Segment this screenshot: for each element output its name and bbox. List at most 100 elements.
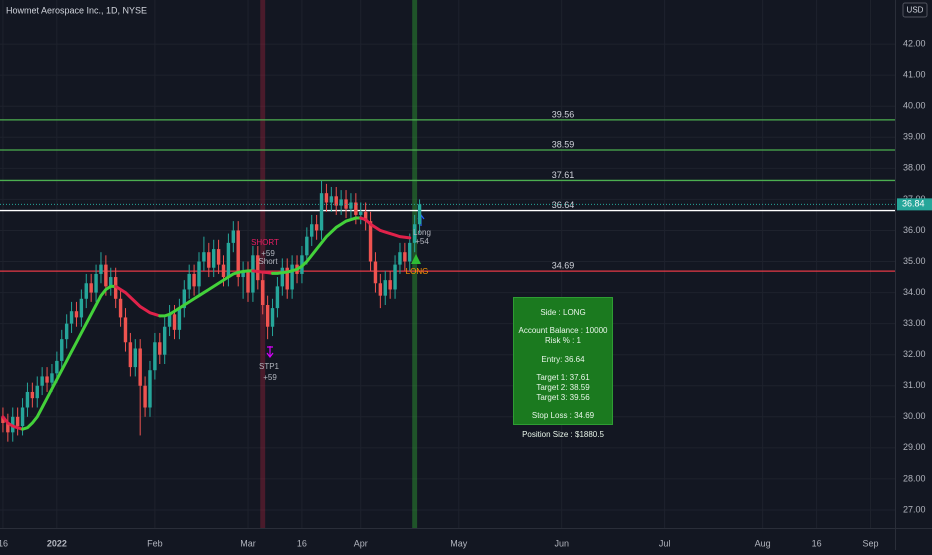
candle-body	[226, 242, 231, 278]
y-tick-label: 33.00	[903, 318, 926, 328]
candle-body	[45, 376, 49, 383]
chart-title: Howmet Aerospace Inc., 1D, NYSE	[6, 5, 147, 15]
level-label: 34.69	[552, 261, 575, 271]
candle-body	[373, 261, 378, 284]
candle-body	[256, 255, 260, 281]
candle-body	[84, 283, 88, 299]
candle-body	[104, 264, 108, 287]
candle-body	[334, 196, 338, 206]
info-line: Account Balance : 10000	[518, 326, 608, 336]
candle-body	[319, 193, 324, 231]
x-tick-label: Aug	[755, 538, 771, 548]
candle-body	[162, 326, 167, 355]
x-tick-label: Mar	[240, 538, 256, 548]
candle-body	[383, 280, 387, 296]
candle-body	[412, 224, 417, 243]
candle-body	[123, 317, 128, 343]
candle-body	[50, 373, 54, 383]
candle-body	[251, 255, 255, 293]
y-tick-label: 36.00	[903, 225, 926, 235]
candle-body	[261, 280, 265, 305]
x-tick-label: Apr	[354, 538, 368, 548]
info-line: Stop Loss : 34.69	[531, 411, 595, 421]
candle-body	[363, 211, 368, 222]
candle-body	[417, 204, 422, 225]
annotation: +59	[261, 249, 275, 258]
x-tick-label: 16	[297, 538, 307, 548]
candle-body	[20, 407, 25, 427]
candle-body	[133, 348, 137, 368]
x-tick-label: Jul	[659, 538, 671, 548]
y-tick-label: 28.00	[903, 473, 926, 483]
candle-body	[270, 308, 275, 327]
candle-body	[182, 289, 187, 309]
candle-body	[285, 267, 289, 290]
candle-body	[128, 342, 133, 368]
candle-body	[99, 264, 103, 274]
candle-body	[393, 264, 397, 290]
candle-body	[94, 273, 98, 293]
y-tick-label: 31.00	[903, 380, 926, 390]
candle-body	[138, 348, 142, 386]
candle-body	[388, 280, 392, 290]
x-tick-label: May	[450, 538, 468, 548]
candle-body	[280, 267, 285, 287]
level-label: 37.61	[552, 170, 575, 180]
candle-body	[30, 391, 35, 399]
stop-arrow	[266, 346, 274, 358]
candle-body	[177, 308, 182, 330]
info-box: Side : LONG Account Balance : 10000 Risk %…	[513, 297, 613, 439]
x-tick-label: Feb	[147, 538, 163, 548]
y-tick-label: 27.00	[903, 504, 926, 514]
candle-body	[1, 416, 5, 424]
candle-body	[236, 230, 240, 278]
candle-body	[64, 323, 69, 340]
last-price-label: 36.84	[902, 199, 925, 209]
candle-body	[25, 391, 30, 408]
candle-body	[211, 249, 216, 268]
candle-body	[187, 273, 191, 290]
info-line: Target 3: 39.56	[536, 393, 590, 403]
candle-body	[197, 261, 201, 287]
signal-bar	[260, 0, 266, 528]
candle-body	[202, 252, 206, 262]
candle-body	[231, 230, 236, 243]
candle-body	[172, 314, 177, 330]
long-arrow	[411, 254, 421, 264]
candle-body	[158, 342, 162, 355]
candle-body	[275, 286, 280, 309]
y-tick-label: 40.00	[903, 101, 926, 111]
moving-average	[1, 415, 25, 431]
info-line: Side : LONG	[540, 308, 586, 317]
x-tick-label: Sep	[862, 538, 878, 548]
level-label: 39.56	[552, 109, 575, 119]
annotation: STP1	[259, 362, 280, 371]
candle-body	[241, 270, 245, 278]
candle-body	[314, 224, 319, 231]
x-tick-label: 16	[0, 538, 8, 548]
currency: USD	[907, 6, 924, 15]
candle-body	[265, 304, 270, 327]
candle-body	[207, 252, 211, 268]
candle-body	[74, 311, 79, 318]
y-tick-label: 42.00	[903, 38, 926, 48]
candle-body	[167, 314, 172, 327]
annotation: SHORT	[251, 238, 279, 247]
annotation: Long	[413, 228, 431, 237]
candle-body	[359, 211, 363, 215]
annotation: +54	[415, 237, 429, 246]
candle-body	[60, 339, 64, 361]
moving-average	[158, 269, 255, 318]
candle-body	[329, 196, 334, 203]
candle-body	[143, 385, 147, 408]
x-tick-label: 16	[812, 538, 822, 548]
candle-body	[192, 273, 196, 287]
candle-body	[378, 283, 383, 296]
candle-body	[55, 360, 59, 374]
candle-body	[109, 277, 113, 287]
x-tick-label: 2022	[47, 538, 67, 548]
candle-body	[305, 236, 309, 256]
